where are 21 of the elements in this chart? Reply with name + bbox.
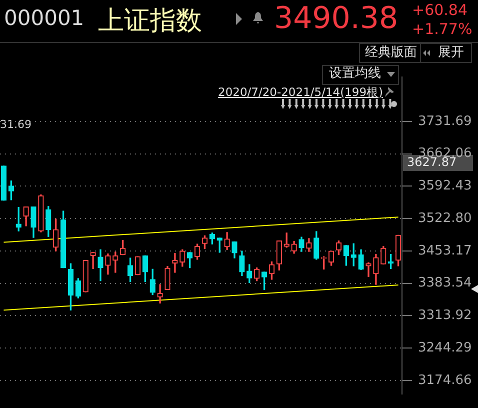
annotation: 2020/7/20-2021/5/14(199根) — [218, 85, 384, 100]
y-tick-label: 3174.66 — [418, 372, 472, 388]
y-tick-label: 3592.43 — [418, 178, 472, 194]
y-tick-label: 3453.17 — [418, 243, 472, 258]
chart-title: 000001 — [4, 6, 84, 30]
y-tick-label: 3731.69 — [418, 114, 472, 129]
y-tick-label: 3244.29 — [418, 340, 472, 356]
chart-subtitle: 上证指数 — [98, 5, 202, 38]
annotation: 设置均线 — [329, 66, 381, 82]
text: 3490.38 — [274, 1, 398, 36]
y-tick-label: 3313.92 — [418, 308, 472, 324]
text: +60.84 — [412, 1, 468, 20]
text: 经典版面 — [365, 45, 417, 61]
text: 展开 — [438, 45, 464, 61]
candlestick — [90, 252, 96, 270]
candlestick — [157, 284, 163, 304]
y-tick-label: 3522.80 — [418, 210, 472, 226]
text: +1.77% — [412, 20, 472, 38]
annotation: 31.69 — [0, 118, 32, 132]
y-tick-label: 3383.54 — [418, 276, 472, 291]
candlestick — [172, 253, 178, 273]
